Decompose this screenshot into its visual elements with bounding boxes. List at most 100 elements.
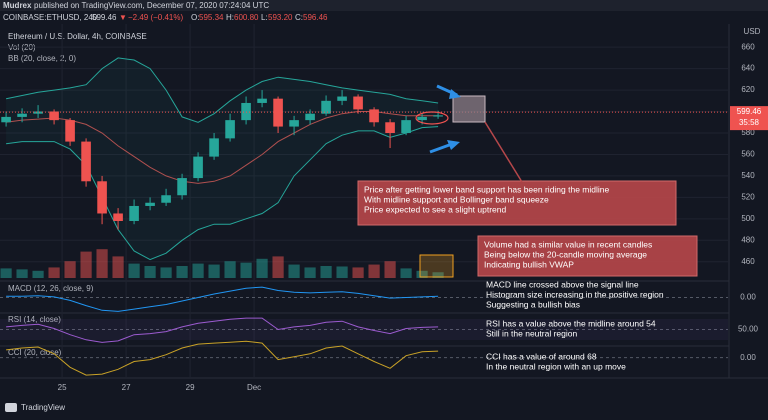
volume-bar	[368, 264, 380, 278]
y-axis-label: USD	[744, 27, 761, 36]
candle-body	[433, 115, 443, 117]
panel-tick-label: 0.00	[740, 353, 756, 362]
annotation-text: Indicating bullish VWAP	[484, 259, 574, 269]
countdown: 35:58	[739, 118, 760, 127]
footer-logo: TradingView	[5, 403, 65, 412]
candle-body	[65, 120, 75, 142]
rsi-band	[0, 319, 728, 340]
volume-bar	[0, 268, 12, 278]
annotation-text: CCI has a value of around 68	[486, 351, 597, 361]
connector	[484, 121, 523, 183]
volume-bar	[400, 268, 412, 278]
x-tick-label: 29	[186, 383, 195, 392]
y-tick-label: 640	[741, 64, 755, 73]
y-tick-label: 480	[741, 235, 755, 244]
candle-body	[1, 116, 11, 123]
candle-body	[161, 195, 171, 203]
annotation-text: Price expected to see a slight uptrend	[364, 204, 506, 214]
volume-bar	[176, 266, 188, 278]
candle-body	[33, 111, 43, 114]
header-bar	[0, 0, 768, 11]
bollinger-legend: BB (20, close, 2, 0)	[8, 54, 76, 63]
indicator-line	[6, 286, 439, 312]
last-price: 599.46	[737, 107, 762, 116]
low-value: 593.20	[268, 13, 293, 22]
drawings	[415, 84, 523, 278]
y-tick-label: 540	[741, 171, 755, 180]
close-value: 596.46	[303, 13, 328, 22]
annotation-text: Being below the 20-candle moving average	[484, 249, 647, 259]
annotation-text: In the neutral region with an up move	[486, 361, 626, 371]
annotation-text: With midline support and Bollinger band …	[364, 194, 549, 204]
panel-legend: MACD (12, 26, close, 9)	[8, 284, 94, 293]
y-tick-label: 460	[741, 257, 755, 266]
close-label: C:	[295, 13, 303, 22]
volume-bar	[224, 261, 236, 278]
bollinger-middle	[6, 111, 439, 184]
candle-body	[49, 111, 59, 121]
projection-box	[452, 95, 486, 123]
indicator-line	[6, 317, 439, 343]
high-label: H:	[226, 13, 234, 22]
volume-bar	[32, 270, 44, 278]
candle-body	[417, 116, 427, 121]
volume-bar	[192, 263, 204, 278]
price: 599.46	[92, 13, 117, 22]
volume-bar	[320, 266, 332, 278]
volume-highlight	[419, 254, 454, 278]
candle-body	[225, 120, 235, 139]
candle-body	[257, 98, 267, 103]
arrow-head	[447, 140, 460, 150]
candle-body	[129, 205, 139, 221]
candle-body	[337, 96, 347, 101]
candle-body	[385, 122, 395, 134]
candle-body	[401, 120, 411, 134]
open-value: 595.34	[199, 13, 224, 22]
volume-bar	[384, 261, 396, 278]
highlight-ellipse	[415, 111, 449, 125]
symbol: COINBASE:ETHUSD, 240	[3, 13, 98, 22]
annotation-text: Histogram size increasing in the positiv…	[486, 289, 664, 299]
low-label: L:	[261, 13, 268, 22]
arrow-down	[429, 142, 453, 154]
candle-body	[97, 181, 107, 214]
volume-bar	[336, 266, 348, 278]
arrow-head	[449, 89, 461, 99]
volume-bar	[16, 269, 28, 278]
volume-bar	[208, 264, 220, 278]
candle-body	[145, 202, 155, 206]
y-tick-label: 660	[741, 42, 755, 51]
volume-bar	[432, 272, 444, 278]
volume-bar	[272, 256, 284, 278]
published: published on TradingView.com, December 0…	[34, 1, 269, 10]
annotation-text: MACD line crossed above the signal line	[486, 279, 639, 289]
y-tick-label: 520	[741, 192, 755, 201]
annotation-text: Volume had a similar value in recent can…	[484, 239, 652, 249]
candle-body	[209, 138, 219, 157]
x-tick-label: Dec	[247, 383, 261, 392]
annotation-text: RSI has a value above the midline around…	[486, 318, 656, 328]
candle-body	[17, 113, 27, 117]
panel-legend: CCI (20, close)	[8, 348, 62, 357]
logo-icon	[5, 403, 17, 412]
indicator-line	[6, 340, 439, 376]
panel-legend: RSI (14, close)	[8, 315, 61, 324]
volume-bar	[112, 256, 124, 278]
change: −2.49 (−0.41%)	[128, 13, 183, 22]
plot-layer: 460480500520540560580600620640660252729D…	[0, 24, 768, 392]
candle-body	[193, 156, 203, 179]
x-tick-label: 27	[122, 383, 131, 392]
y-tick-label: 560	[741, 150, 755, 159]
open-label: O:	[191, 13, 199, 22]
chart-title: Ethereum / U.S. Dollar, 4h, COINBASE	[8, 32, 147, 41]
volume-bar	[48, 267, 60, 278]
volume-bar	[352, 267, 364, 278]
volume-bar	[96, 249, 108, 278]
y-tick-label: 580	[741, 128, 755, 137]
volume-bar	[144, 266, 156, 278]
last-price-tag	[730, 106, 768, 131]
candle-body	[81, 141, 91, 182]
candle-body	[273, 98, 283, 127]
x-tick-label: 25	[58, 383, 67, 392]
